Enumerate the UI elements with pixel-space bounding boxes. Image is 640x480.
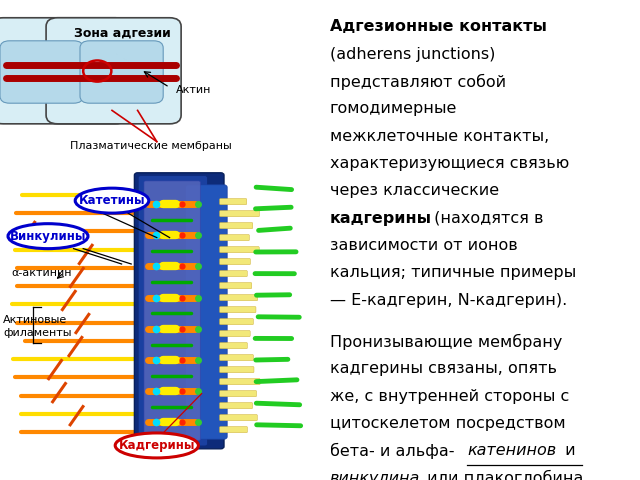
Text: Зона адгезии: Зона адгезии [74, 26, 170, 39]
Ellipse shape [115, 433, 198, 458]
FancyBboxPatch shape [220, 414, 257, 420]
FancyBboxPatch shape [220, 378, 260, 385]
FancyBboxPatch shape [220, 199, 247, 204]
FancyBboxPatch shape [220, 354, 253, 361]
Text: Кадгерины: Кадгерины [118, 439, 195, 452]
Text: же, с внутренней стороны с: же, с внутренней стороны с [330, 389, 569, 404]
FancyBboxPatch shape [220, 307, 256, 313]
FancyBboxPatch shape [220, 319, 253, 324]
FancyBboxPatch shape [220, 367, 254, 372]
Text: Актин: Актин [176, 85, 211, 95]
Text: характеризующиеся связью: характеризующиеся связью [330, 156, 569, 171]
Text: Адгезионные контакты: Адгезионные контакты [330, 19, 547, 34]
Text: межклеточные контакты,: межклеточные контакты, [330, 129, 549, 144]
Text: катенинов: катенинов [467, 444, 556, 458]
FancyBboxPatch shape [220, 391, 257, 396]
FancyBboxPatch shape [0, 41, 83, 103]
Text: гомодимерные: гомодимерные [330, 101, 457, 116]
Text: или плакоглобина.: или плакоглобина. [422, 471, 589, 480]
Text: бета- и альфа-: бета- и альфа- [330, 444, 454, 459]
FancyBboxPatch shape [134, 173, 224, 449]
Text: Пронизывающие мембрану: Пронизывающие мембрану [330, 334, 562, 350]
Text: кадгерины: кадгерины [330, 211, 431, 226]
Text: — Е-кадгерин, N-кадгерин).: — Е-кадгерин, N-кадгерин). [330, 293, 567, 308]
FancyBboxPatch shape [220, 343, 248, 348]
Text: Плазматические мембраны: Плазматические мембраны [70, 142, 231, 151]
FancyBboxPatch shape [220, 258, 250, 265]
FancyBboxPatch shape [46, 18, 181, 124]
Text: винкулина: винкулина [330, 471, 420, 480]
Text: представляют собой: представляют собой [330, 74, 506, 90]
FancyBboxPatch shape [220, 330, 250, 337]
Text: и: и [560, 444, 575, 458]
Ellipse shape [76, 188, 149, 213]
FancyBboxPatch shape [138, 176, 207, 446]
FancyBboxPatch shape [220, 402, 253, 409]
FancyBboxPatch shape [220, 282, 252, 288]
Text: кадгерины связаны, опять: кадгерины связаны, опять [330, 361, 557, 376]
Text: Катетины: Катетины [79, 194, 145, 207]
Text: Актиновые
филаменты: Актиновые филаменты [3, 315, 72, 337]
Text: кальция; типичные примеры: кальция; типичные примеры [330, 265, 576, 280]
FancyBboxPatch shape [220, 210, 259, 216]
FancyBboxPatch shape [144, 181, 200, 441]
FancyBboxPatch shape [220, 271, 247, 276]
FancyBboxPatch shape [80, 41, 163, 103]
FancyBboxPatch shape [220, 294, 258, 300]
Text: (находятся в: (находятся в [429, 211, 543, 226]
FancyBboxPatch shape [220, 427, 248, 433]
FancyBboxPatch shape [0, 18, 127, 124]
Ellipse shape [8, 224, 88, 249]
Text: цитоскелетом посредством: цитоскелетом посредством [330, 416, 565, 431]
Text: через классические: через классические [330, 183, 499, 198]
FancyBboxPatch shape [220, 234, 250, 240]
FancyBboxPatch shape [220, 247, 259, 252]
FancyBboxPatch shape [220, 222, 253, 228]
Text: Винкулины: Винкулины [10, 229, 86, 243]
Text: α-актинин: α-актинин [12, 268, 72, 277]
FancyBboxPatch shape [186, 185, 227, 439]
Text: зависимости от ионов: зависимости от ионов [330, 238, 517, 253]
Text: (adherens junctions): (adherens junctions) [330, 47, 495, 61]
